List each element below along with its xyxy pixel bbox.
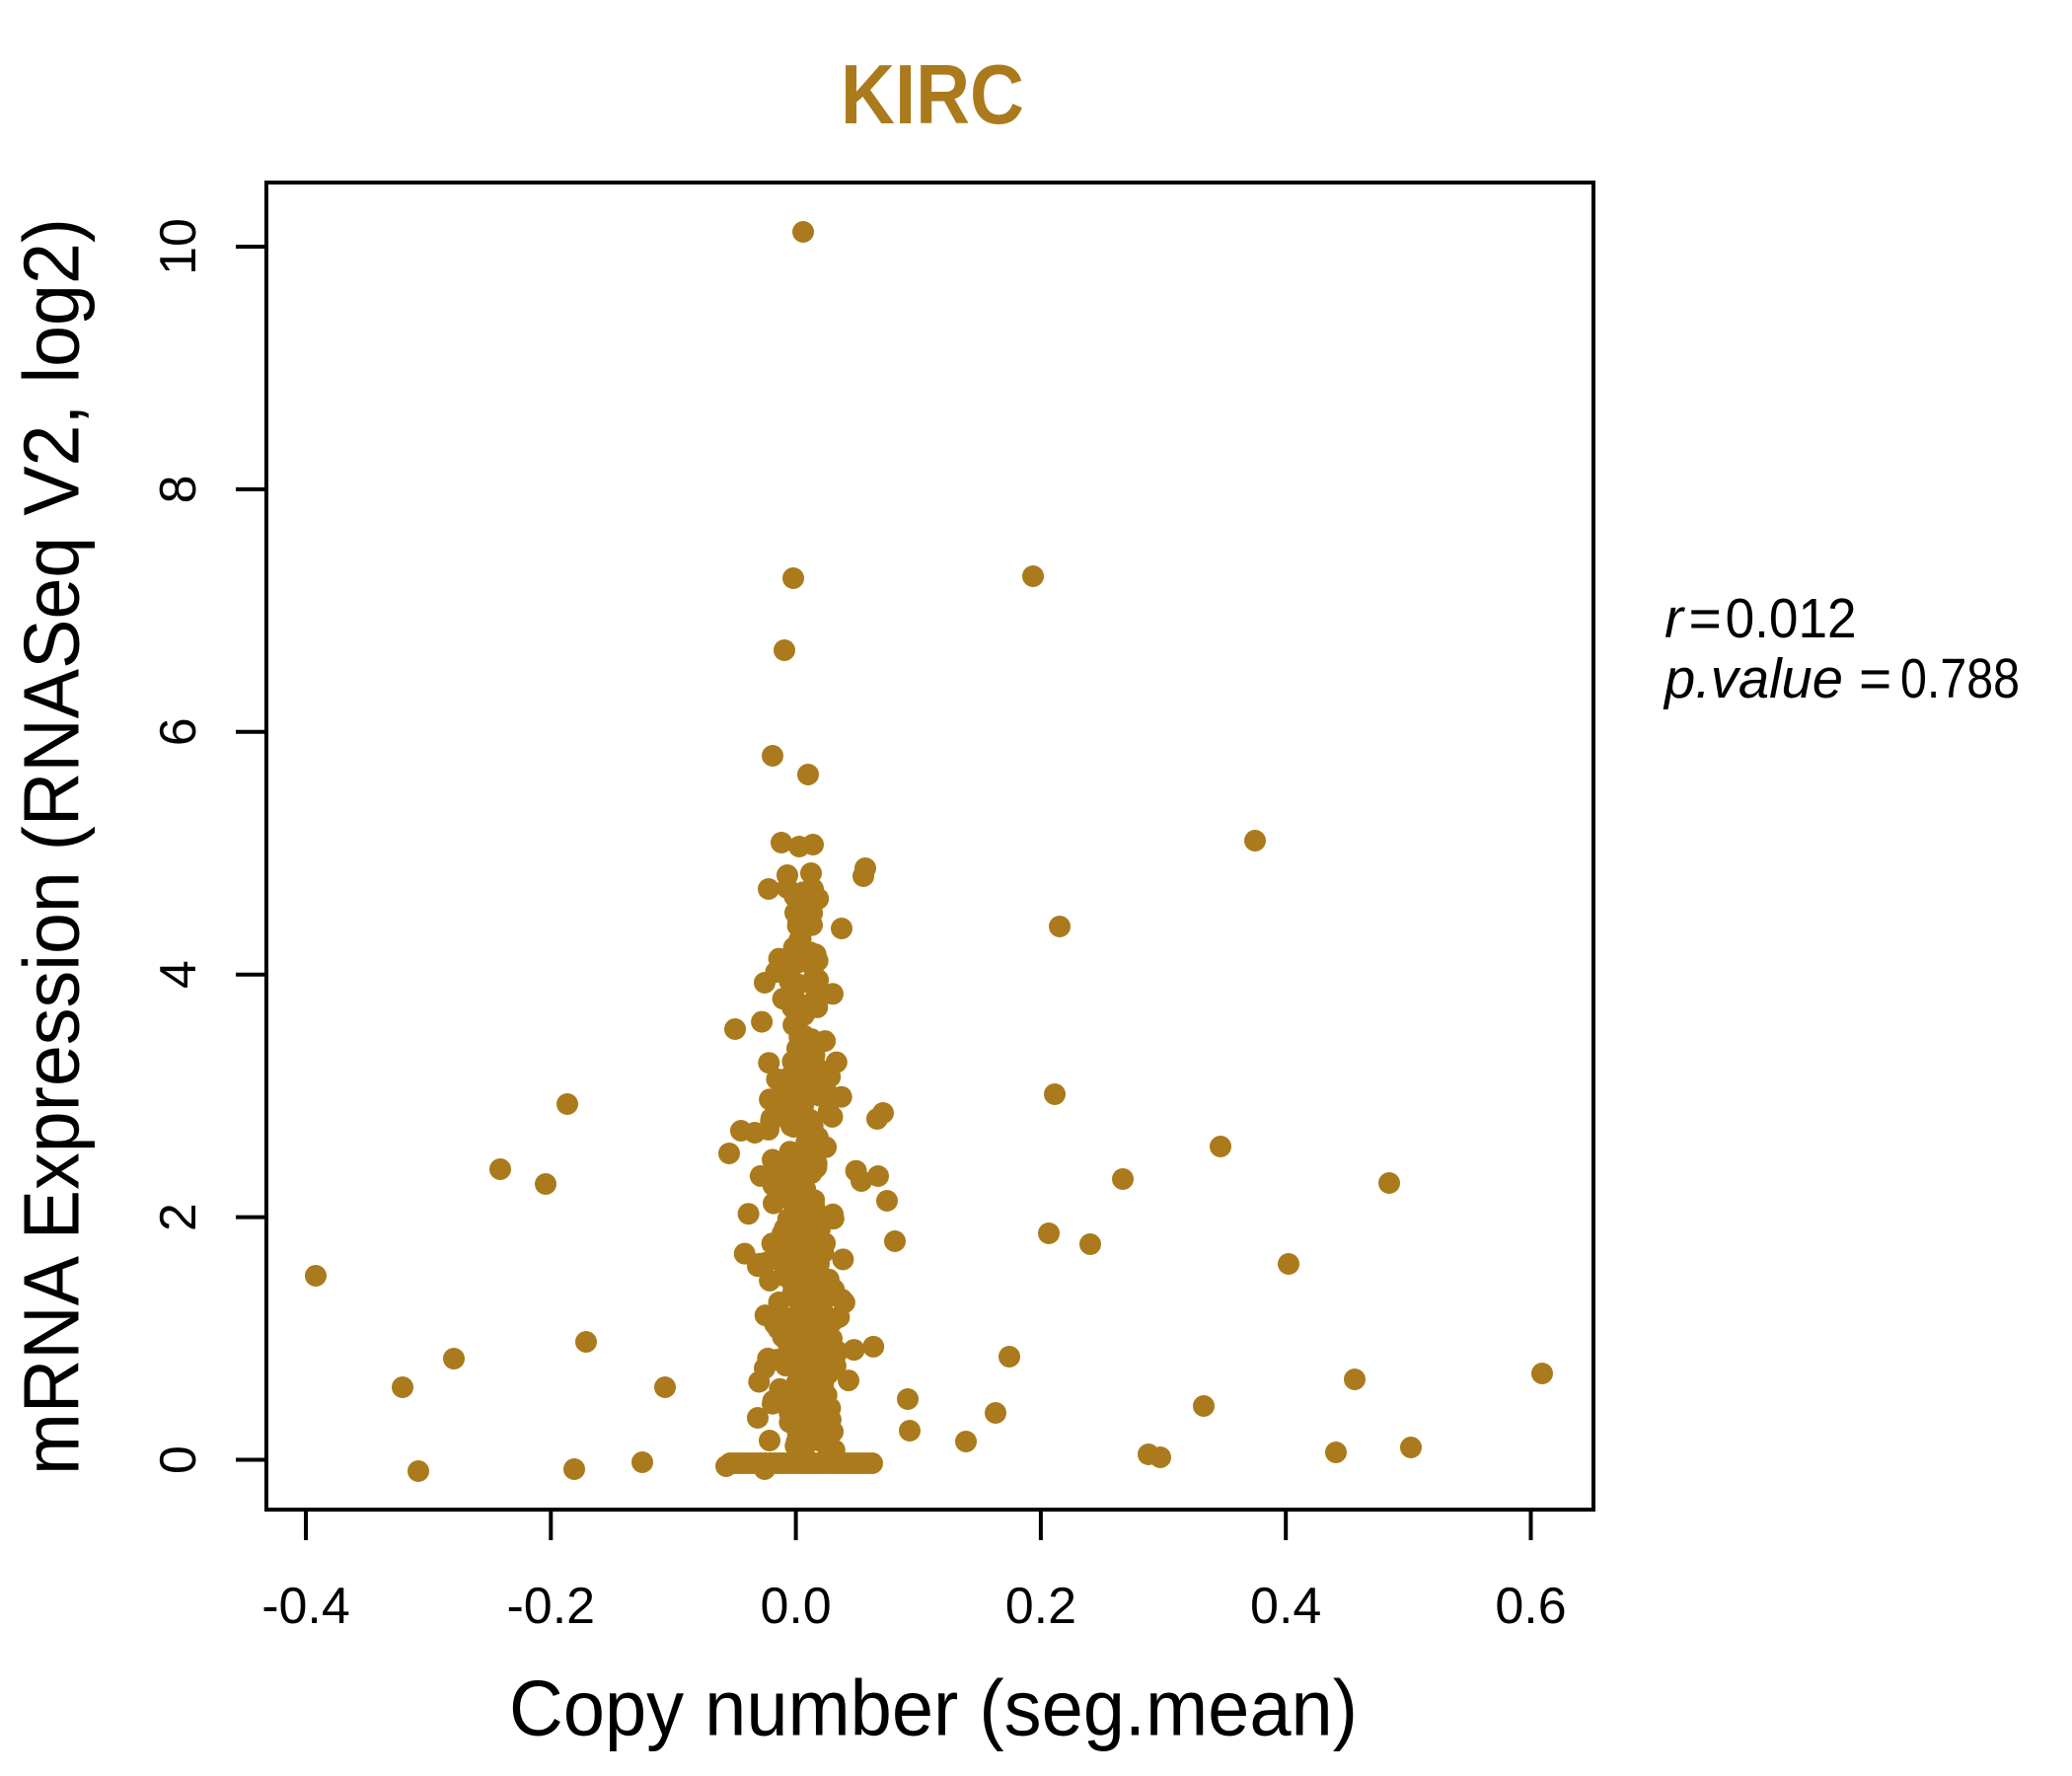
svg-text:-0.4: -0.4 — [261, 1578, 350, 1635]
svg-text:0.2: 0.2 — [1005, 1578, 1076, 1635]
svg-text:8: 8 — [150, 475, 207, 503]
svg-text:r: r — [1665, 587, 1685, 650]
svg-text:0.012: 0.012 — [1726, 587, 1857, 650]
svg-text:mRNA Expression (RNASeq V2, lo: mRNA Expression (RNASeq V2, log2) — [8, 218, 96, 1475]
svg-text:=: = — [1859, 647, 1891, 710]
svg-text:0.0: 0.0 — [760, 1578, 831, 1635]
svg-text:6: 6 — [150, 717, 207, 746]
svg-text:4: 4 — [150, 960, 207, 989]
svg-text:=: = — [1689, 587, 1722, 650]
svg-text:0.4: 0.4 — [1250, 1578, 1321, 1635]
svg-text:0.6: 0.6 — [1495, 1578, 1566, 1635]
svg-text:Copy number (seg.mean): Copy number (seg.mean) — [509, 1665, 1358, 1752]
svg-text:p.value: p.value — [1663, 647, 1843, 710]
svg-text:0.788: 0.788 — [1900, 647, 2020, 710]
svg-text:10: 10 — [150, 218, 207, 275]
svg-text:-0.2: -0.2 — [506, 1578, 595, 1635]
svg-text:2: 2 — [150, 1203, 207, 1231]
svg-text:KIRC: KIRC — [841, 48, 1024, 142]
svg-text:0: 0 — [150, 1445, 207, 1474]
